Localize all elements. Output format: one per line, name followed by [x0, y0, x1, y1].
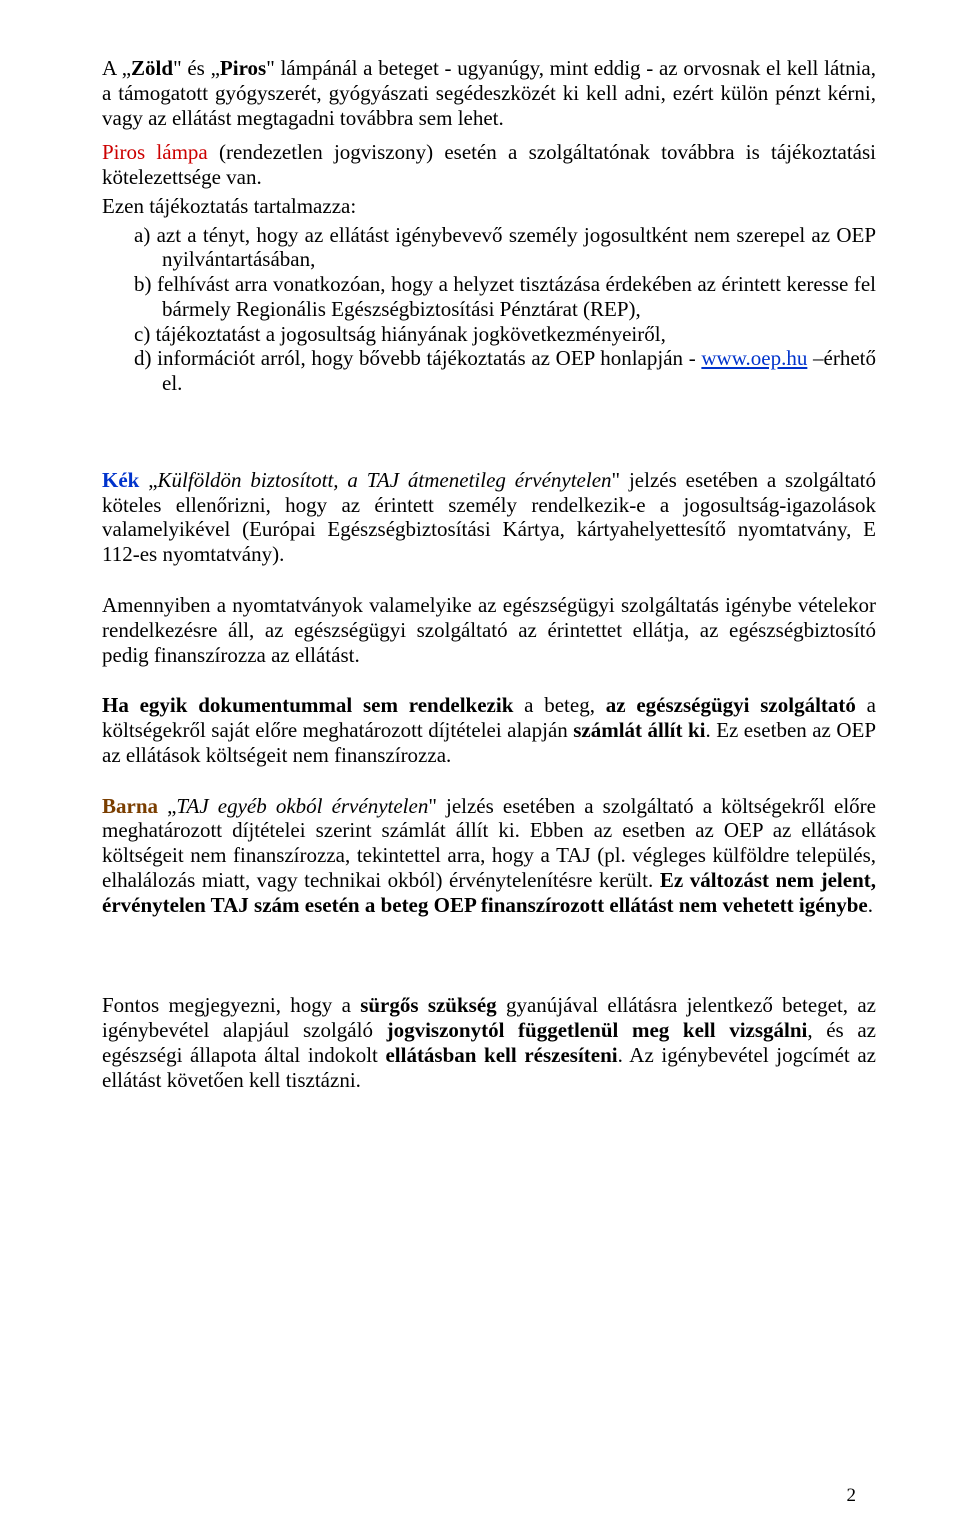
text-italic: Külföldön biztosított, a TAJ átmenetileg… — [158, 468, 612, 492]
paragraph-7: Barna „TAJ egyéb okból érvénytelen" jelz… — [102, 794, 876, 918]
paragraph-8: Fontos megjegyezni, hogy a sürgős szüksé… — [102, 993, 876, 1092]
text: az egészségügyi szolgáltató — [606, 693, 867, 717]
link-oep[interactable]: www.oep.hu — [701, 346, 807, 370]
text: Ha egyik dokumentummal sem rendelkezik — [102, 693, 513, 717]
text: (rendezetlen jogviszony) esetén a szolgá… — [102, 140, 876, 189]
list-item: c) tájékoztatást a jogosultság hiányának… — [162, 322, 876, 347]
page-number: 2 — [847, 1485, 857, 1507]
text: „ — [158, 794, 176, 818]
document-page: A „Zöld" és „Piros" lámpánál a beteget -… — [0, 0, 960, 1537]
list-item: d) információt arról, hogy bővebb tájéko… — [162, 346, 876, 396]
text: " és „ — [173, 56, 220, 80]
text-piros-lampa: Piros lámpa — [102, 140, 208, 164]
paragraph-5: Amennyiben a nyomtatványok valamelyike a… — [102, 593, 876, 667]
text-barna: Barna — [102, 794, 158, 818]
text: sürgős szükség — [360, 993, 496, 1017]
text: „ — [139, 468, 157, 492]
list-item: a) azt a tényt, hogy az ellátást igénybe… — [162, 223, 876, 273]
text: d) információt arról, hogy bővebb tájéko… — [134, 346, 701, 370]
text: a beteg, — [513, 693, 605, 717]
paragraph-1: A „Zöld" és „Piros" lámpánál a beteget -… — [102, 56, 876, 130]
list-lettered: a) azt a tényt, hogy az ellátást igénybe… — [102, 223, 876, 396]
text: A „ — [102, 56, 131, 80]
text: jogviszonytól függetlenül meg kell vizsg… — [387, 1018, 808, 1042]
paragraph-2: Piros lámpa (rendezetlen jogviszony) ese… — [102, 140, 876, 190]
text-piros: Piros — [220, 56, 266, 80]
paragraph-3: Ezen tájékoztatás tartalmazza: — [102, 194, 876, 219]
paragraph-4: Kék „Külföldön biztosított, a TAJ átmene… — [102, 468, 876, 567]
text: Fontos megjegyezni, hogy a — [102, 993, 360, 1017]
text: ellátásban kell részesíteni — [385, 1043, 617, 1067]
paragraph-6: Ha egyik dokumentummal sem rendelkezik a… — [102, 693, 876, 767]
text-italic: TAJ egyéb okból érvénytelen — [176, 794, 428, 818]
text-kek: Kék — [102, 468, 139, 492]
text-zold: Zöld — [131, 56, 173, 80]
text: számlát állít ki — [573, 718, 705, 742]
list-item: b) felhívást arra vonatkozóan, hogy a he… — [162, 272, 876, 322]
text: . — [868, 893, 873, 917]
